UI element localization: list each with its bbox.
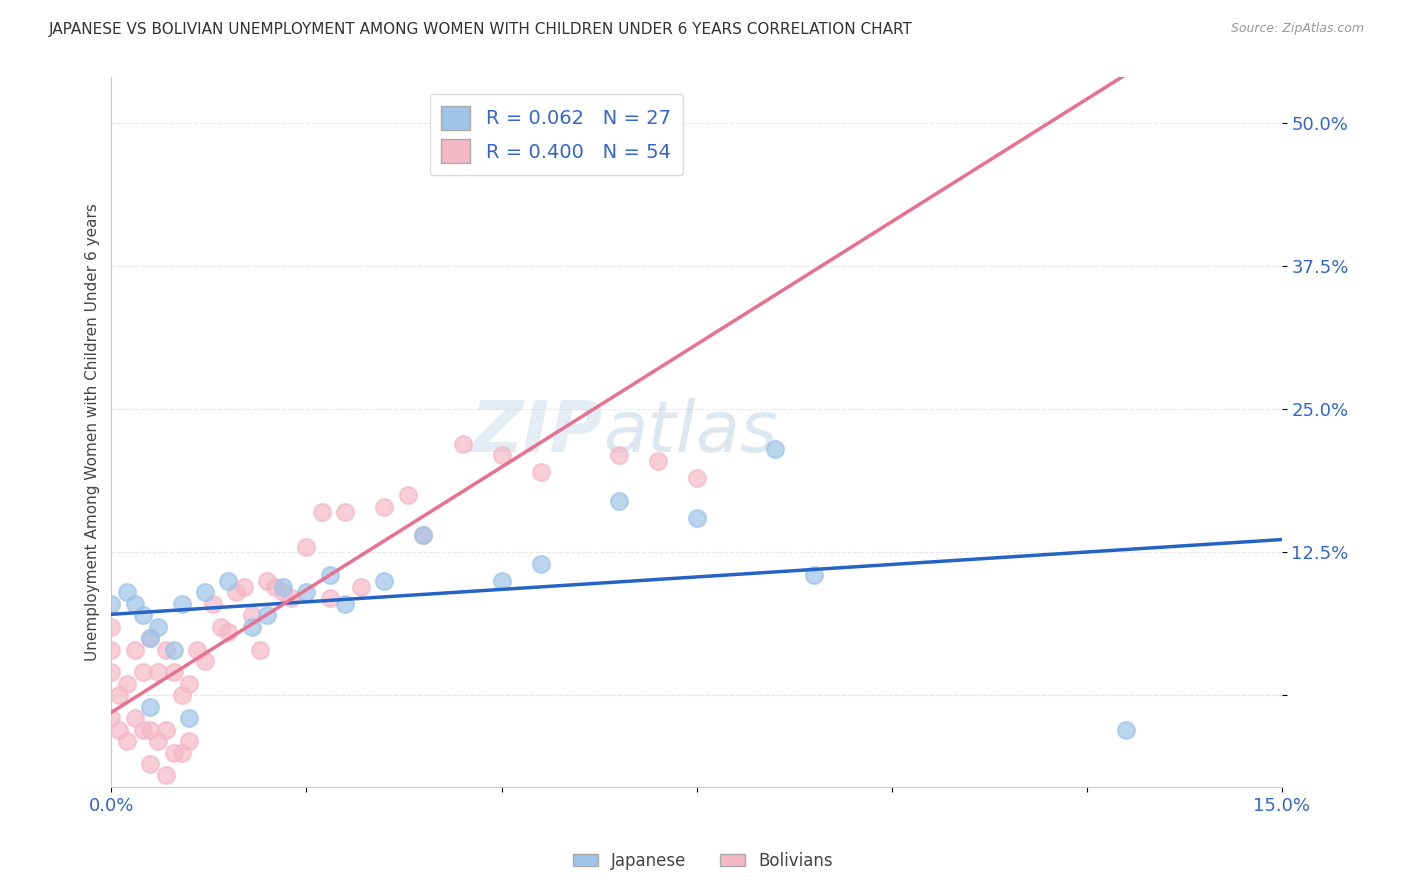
Point [186,642,208,657]
Point [163,746,186,760]
Point [170,688,193,702]
Point [319,568,342,582]
Point [179,734,201,748]
Point [529,557,551,571]
Point [131,608,153,623]
Point [148,734,170,748]
Y-axis label: Unemployment Among Women with Children Under 6 years: Unemployment Among Women with Children U… [86,203,100,661]
Point [240,620,263,634]
Point [108,723,131,737]
Point [803,568,825,582]
Point [139,631,162,645]
Point [217,625,239,640]
Text: Source: ZipAtlas.com: Source: ZipAtlas.com [1230,22,1364,36]
Point [319,591,342,605]
Point [115,734,138,748]
Legend: R = 0.062   N = 27, R = 0.400   N = 54: R = 0.062 N = 27, R = 0.400 N = 54 [430,95,683,175]
Point [170,746,193,760]
Point [115,677,138,691]
Point [194,654,217,668]
Point [763,442,786,457]
Point [280,591,302,605]
Point [155,642,177,657]
Point [163,665,186,680]
Point [100,597,122,611]
Point [115,585,138,599]
Point [100,665,122,680]
Point [295,585,318,599]
Point [124,597,146,611]
Point [256,574,278,588]
Point [179,711,201,725]
Point [295,540,318,554]
Point [148,665,170,680]
Point [350,580,373,594]
Point [335,505,357,519]
Point [373,500,395,514]
Point [264,580,287,594]
Point [170,597,193,611]
Point [100,642,122,657]
Point [647,454,669,468]
Point [179,677,201,691]
Point [271,580,294,594]
Point [373,574,395,588]
Point [131,665,153,680]
Point [240,608,263,623]
Point [148,620,170,634]
Point [139,756,162,771]
Point [100,711,122,725]
Legend: Japanese, Bolivians: Japanese, Bolivians [567,846,839,877]
Point [201,597,224,611]
Point [124,642,146,657]
Point [607,448,630,462]
Point [139,699,162,714]
Point [108,688,131,702]
Point [131,723,153,737]
Point [685,511,707,525]
Point [249,642,271,657]
Text: JAPANESE VS BOLIVIAN UNEMPLOYMENT AMONG WOMEN WITH CHILDREN UNDER 6 YEARS CORREL: JAPANESE VS BOLIVIAN UNEMPLOYMENT AMONG … [49,22,912,37]
Text: ZIP: ZIP [471,398,603,467]
Point [335,597,357,611]
Point [311,505,333,519]
Text: atlas: atlas [603,398,778,467]
Point [685,471,707,485]
Point [451,436,474,450]
Point [412,528,434,542]
Point [155,723,177,737]
Point [412,528,434,542]
Point [529,465,551,479]
Point [194,585,217,599]
Point [124,711,146,725]
Point [568,151,591,165]
Point [155,768,177,782]
Point [256,608,278,623]
Point [139,631,162,645]
Point [233,580,256,594]
Point [396,488,419,502]
Point [217,574,239,588]
Point [607,493,630,508]
Point [271,585,294,599]
Point [163,642,186,657]
Point [491,448,513,462]
Point [1115,723,1137,737]
Point [225,585,247,599]
Point [491,574,513,588]
Point [139,723,162,737]
Point [209,620,232,634]
Point [100,620,122,634]
